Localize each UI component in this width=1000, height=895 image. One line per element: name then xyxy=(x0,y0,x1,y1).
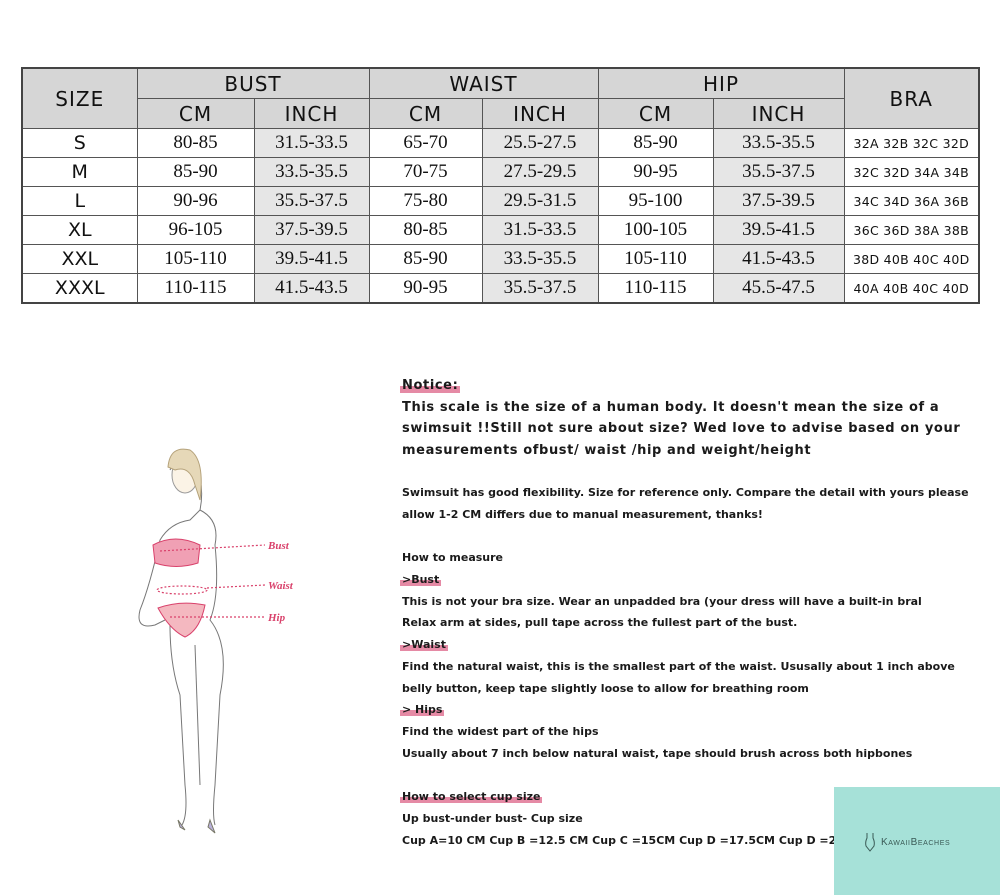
cell-size: L xyxy=(21,186,138,216)
cell-size: M xyxy=(21,157,138,187)
cell-bra: 34C 34D 36A 36B xyxy=(843,186,980,216)
sub-header-cm: CM xyxy=(368,98,483,129)
cup-line-text: Up bust-under bust- Cup size xyxy=(402,812,583,825)
watermark-badge: KawaiiBeaches xyxy=(834,787,1000,895)
flex-line: allow 1-2 CM differs due to manual measu… xyxy=(402,508,763,521)
cell-bust-inch: 37.5-39.5 xyxy=(253,215,370,245)
bust-line-text: This is not your bra size. Wear an unpad… xyxy=(402,595,922,608)
size-chart-table: SIZE BUST WAIST HIP BRA CM INCH CM INCH … xyxy=(21,67,980,304)
cell-hip-inch: 45.5-47.5 xyxy=(712,273,845,304)
cell-size: XL xyxy=(21,215,138,245)
cell-waist-cm: 65-70 xyxy=(368,128,483,158)
figure-leg-right xyxy=(194,644,201,786)
cell-bust-inch: 39.5-41.5 xyxy=(253,244,370,274)
bra-header: BRA xyxy=(843,67,980,129)
cell-bust-inch: 35.5-37.5 xyxy=(253,186,370,216)
notice-line: measurements ofbust/ waist /hip and weig… xyxy=(402,443,812,458)
table-row: L 90-96 35.5-37.5 75-80 29.5-31.5 95-100 37.5-… xyxy=(21,186,980,216)
body-measurement-illustration: Bust Waist Hip xyxy=(138,448,294,834)
cell-waist-inch: 29.5-31.5 xyxy=(481,186,599,216)
cell-bra: 32A 32B 32C 32D xyxy=(843,128,980,158)
cell-hip-cm: 110-115 xyxy=(597,273,714,304)
bust-title: >Bust xyxy=(400,573,442,586)
bust-label: Bust xyxy=(267,540,290,552)
cell-hip-inch: 35.5-37.5 xyxy=(712,157,845,187)
waist-header: WAIST xyxy=(368,67,599,99)
cell-size: XXXL xyxy=(21,273,138,304)
swimsuit-icon xyxy=(865,833,875,852)
cell-size: XXL xyxy=(21,244,138,274)
notice-line: This scale is the size of a human body. … xyxy=(402,400,940,415)
cell-hip-cm: 105-110 xyxy=(597,244,714,274)
table-row: M 85-90 33.5-35.5 70-75 27.5-29.5 90-95 35.5-3… xyxy=(21,157,980,187)
cell-bra: 32C 32D 34A 34B xyxy=(843,157,980,187)
cell-hip-inch: 41.5-43.5 xyxy=(712,244,845,274)
cell-waist-inch: 25.5-27.5 xyxy=(481,128,599,158)
cell-hip-cm: 85-90 xyxy=(597,128,714,158)
cell-waist-cm: 85-90 xyxy=(368,244,483,274)
hips-title: > Hips xyxy=(400,703,445,716)
cell-bust-inch: 33.5-35.5 xyxy=(253,157,370,187)
cell-hip-cm: 100-105 xyxy=(597,215,714,245)
cell-waist-inch: 27.5-29.5 xyxy=(481,157,599,187)
cell-hip-inch: 33.5-35.5 xyxy=(712,128,845,158)
cell-bust-inch: 31.5-33.5 xyxy=(253,128,370,158)
figure-leg-left xyxy=(169,624,187,826)
table-row: XXL 105-110 39.5-41.5 85-90 33.5-35.5 105-110… xyxy=(21,244,980,274)
cell-hip-inch: 39.5-41.5 xyxy=(712,215,845,245)
cell-bust-cm: 105-110 xyxy=(136,244,255,274)
cell-bust-inch: 41.5-43.5 xyxy=(253,273,370,304)
flex-line: Swimsuit has good flexibility. Size for … xyxy=(402,486,969,499)
cup-title: How to select cup size xyxy=(400,790,543,803)
cell-waist-inch: 31.5-33.5 xyxy=(481,215,599,245)
notice-title: Notice: xyxy=(400,378,461,393)
table-row: XXXL 110-115 41.5-43.5 90-95 35.5-37.5 110-11… xyxy=(21,273,980,304)
cell-size: S xyxy=(21,128,138,158)
hips-line-text: Find the widest part of the hips xyxy=(402,725,599,738)
cup-line-text: Cup A=10 CM Cup B =12.5 CM Cup C =15CM C… xyxy=(402,834,837,847)
sub-header-inch: INCH xyxy=(253,98,370,129)
waist-title: >Waist xyxy=(400,638,448,651)
cell-waist-cm: 70-75 xyxy=(368,157,483,187)
brand-name: KawaiiBeaches xyxy=(881,836,951,848)
sub-header-cm: CM xyxy=(136,98,255,129)
how-to-measure: How to measure xyxy=(402,551,504,564)
waist-line xyxy=(156,585,208,595)
size-header: SIZE xyxy=(21,67,138,129)
waist-line-text: Find the natural waist, this is the smal… xyxy=(402,660,955,673)
cell-hip-cm: 95-100 xyxy=(597,186,714,216)
waist-label: Waist xyxy=(268,580,294,592)
cell-waist-inch: 35.5-37.5 xyxy=(481,273,599,304)
figure-outline-right xyxy=(199,509,224,826)
cell-hip-inch: 37.5-39.5 xyxy=(712,186,845,216)
bust-line-text: Relax arm at sides, pull tape across the… xyxy=(402,616,798,629)
cell-bust-cm: 110-115 xyxy=(136,273,255,304)
notice-line: swimsuit !!Still not sure about size? We… xyxy=(402,421,961,436)
cell-bra: 40A 40B 40C 40D xyxy=(843,273,980,304)
hip-label: Hip xyxy=(267,612,286,624)
waist-line-text: belly button, keep tape slightly loose t… xyxy=(402,682,809,695)
cell-bust-cm: 85-90 xyxy=(136,157,255,187)
hips-line-text: Usually about 7 inch below natural waist… xyxy=(402,747,913,760)
cell-bust-cm: 90-96 xyxy=(136,186,255,216)
cell-waist-cm: 75-80 xyxy=(368,186,483,216)
sub-header-inch: INCH xyxy=(481,98,599,129)
sub-header-cm: CM xyxy=(597,98,714,129)
cell-waist-cm: 90-95 xyxy=(368,273,483,304)
bust-header: BUST xyxy=(136,67,370,99)
cell-bust-cm: 80-85 xyxy=(136,128,255,158)
bust-line xyxy=(159,544,266,552)
sub-header-inch: INCH xyxy=(712,98,845,129)
cell-bust-cm: 96-105 xyxy=(136,215,255,245)
cell-bra: 38D 40B 40C 40D xyxy=(843,244,980,274)
hip-header: HIP xyxy=(597,67,845,99)
table-row: S 80-85 31.5-33.5 65-70 25.5-27.5 85-90 33.5-3… xyxy=(21,128,980,158)
cell-bra: 36C 36D 38A 38B xyxy=(843,215,980,245)
cell-hip-cm: 90-95 xyxy=(597,157,714,187)
cell-waist-inch: 33.5-35.5 xyxy=(481,244,599,274)
table-row: XL 96-105 37.5-39.5 80-85 31.5-33.5 100-105 39… xyxy=(21,215,980,245)
cell-waist-cm: 80-85 xyxy=(368,215,483,245)
waist-pointer xyxy=(206,584,266,589)
